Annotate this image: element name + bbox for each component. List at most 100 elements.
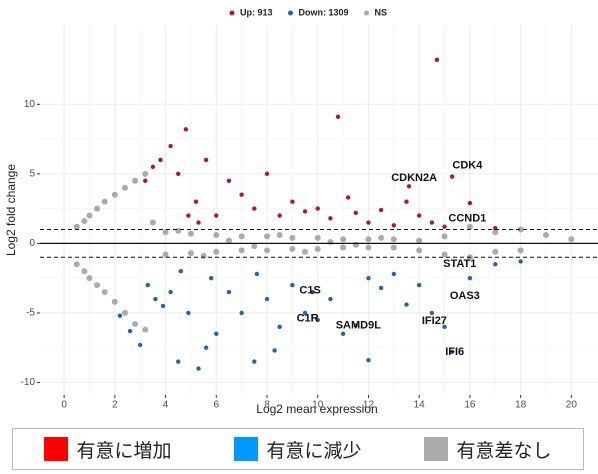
chart: Log2 mean expression Log2 fold change 0 2…	[4, 7, 598, 416]
point	[353, 323, 358, 328]
point	[176, 171, 181, 177]
point	[150, 164, 156, 170]
gene-label: IFI6	[445, 346, 464, 358]
point	[449, 174, 455, 179]
point	[81, 218, 88, 225]
point	[340, 236, 347, 243]
point	[132, 177, 139, 184]
point	[276, 232, 283, 239]
point	[200, 252, 207, 259]
legend-text: 有意に減少	[266, 439, 362, 462]
point	[81, 268, 88, 275]
point	[254, 271, 260, 277]
point	[441, 251, 448, 258]
point	[314, 245, 321, 252]
point	[225, 237, 232, 244]
point	[335, 114, 341, 120]
point	[111, 191, 118, 198]
x-tick-label: 6	[213, 400, 219, 411]
gene-label: CDKN2A	[391, 172, 437, 184]
point	[434, 57, 440, 62]
point	[226, 289, 232, 295]
legend-text: 有意に増加	[76, 439, 172, 462]
gene-label: OAS3	[450, 290, 480, 302]
point	[290, 199, 295, 204]
point	[353, 210, 358, 215]
point	[142, 326, 149, 333]
point	[314, 234, 321, 241]
point	[239, 192, 244, 197]
point	[183, 127, 189, 132]
gene-label: IFI27	[422, 315, 447, 327]
point	[404, 199, 409, 204]
point	[416, 213, 422, 218]
point	[340, 331, 346, 336]
point	[366, 358, 371, 363]
point	[178, 269, 183, 274]
point	[378, 234, 385, 241]
point	[492, 248, 499, 255]
point	[345, 195, 351, 200]
point	[328, 216, 333, 221]
point	[162, 229, 169, 236]
point	[175, 227, 182, 234]
point	[365, 236, 372, 243]
gene-label: C1R	[297, 312, 319, 324]
point	[442, 324, 447, 330]
point	[315, 317, 320, 323]
point	[73, 223, 80, 230]
point	[160, 303, 166, 309]
point	[214, 213, 219, 218]
point	[117, 313, 123, 318]
point	[378, 207, 384, 213]
x-tick-label: 10	[312, 400, 324, 411]
point	[391, 271, 397, 277]
x-tick-label: 12	[363, 400, 375, 411]
point	[214, 331, 219, 336]
point	[264, 296, 270, 302]
gene-label: CDK4	[452, 159, 483, 171]
legend-label: Up: 913	[240, 7, 273, 17]
y-axis-label: Log2 fold change	[4, 164, 18, 256]
point	[94, 205, 101, 212]
legend-swatch	[424, 437, 449, 461]
point	[251, 243, 258, 250]
point	[158, 157, 163, 163]
point	[352, 241, 359, 248]
point	[416, 237, 423, 244]
point	[391, 223, 397, 228]
legend-item: 有意に増加	[44, 436, 172, 463]
point	[132, 321, 139, 328]
point	[168, 143, 173, 149]
point	[406, 184, 412, 189]
point	[315, 206, 320, 211]
gene-label: C1S	[299, 285, 320, 297]
point	[121, 309, 128, 316]
point	[568, 236, 575, 243]
point	[517, 226, 524, 233]
point	[193, 199, 199, 204]
point	[302, 248, 309, 255]
point	[264, 247, 271, 254]
x-tick-label: 14	[414, 400, 426, 411]
point	[94, 282, 101, 289]
y-tick-label: 5	[29, 168, 35, 179]
point	[264, 233, 271, 240]
point	[137, 342, 143, 348]
legend-label: NS	[375, 7, 388, 17]
point	[327, 238, 334, 245]
point	[429, 310, 435, 316]
point	[365, 244, 372, 251]
point	[186, 213, 191, 218]
point	[238, 233, 245, 240]
point	[467, 275, 473, 281]
point	[213, 232, 220, 239]
legend: Up: 913 Down: 1309 NS	[229, 7, 388, 17]
point	[213, 248, 220, 255]
point	[289, 245, 296, 252]
legend-text: 有意差なし	[456, 439, 552, 462]
legend-marker	[364, 10, 370, 16]
x-tick-label: 2	[112, 400, 118, 411]
point	[328, 296, 333, 302]
